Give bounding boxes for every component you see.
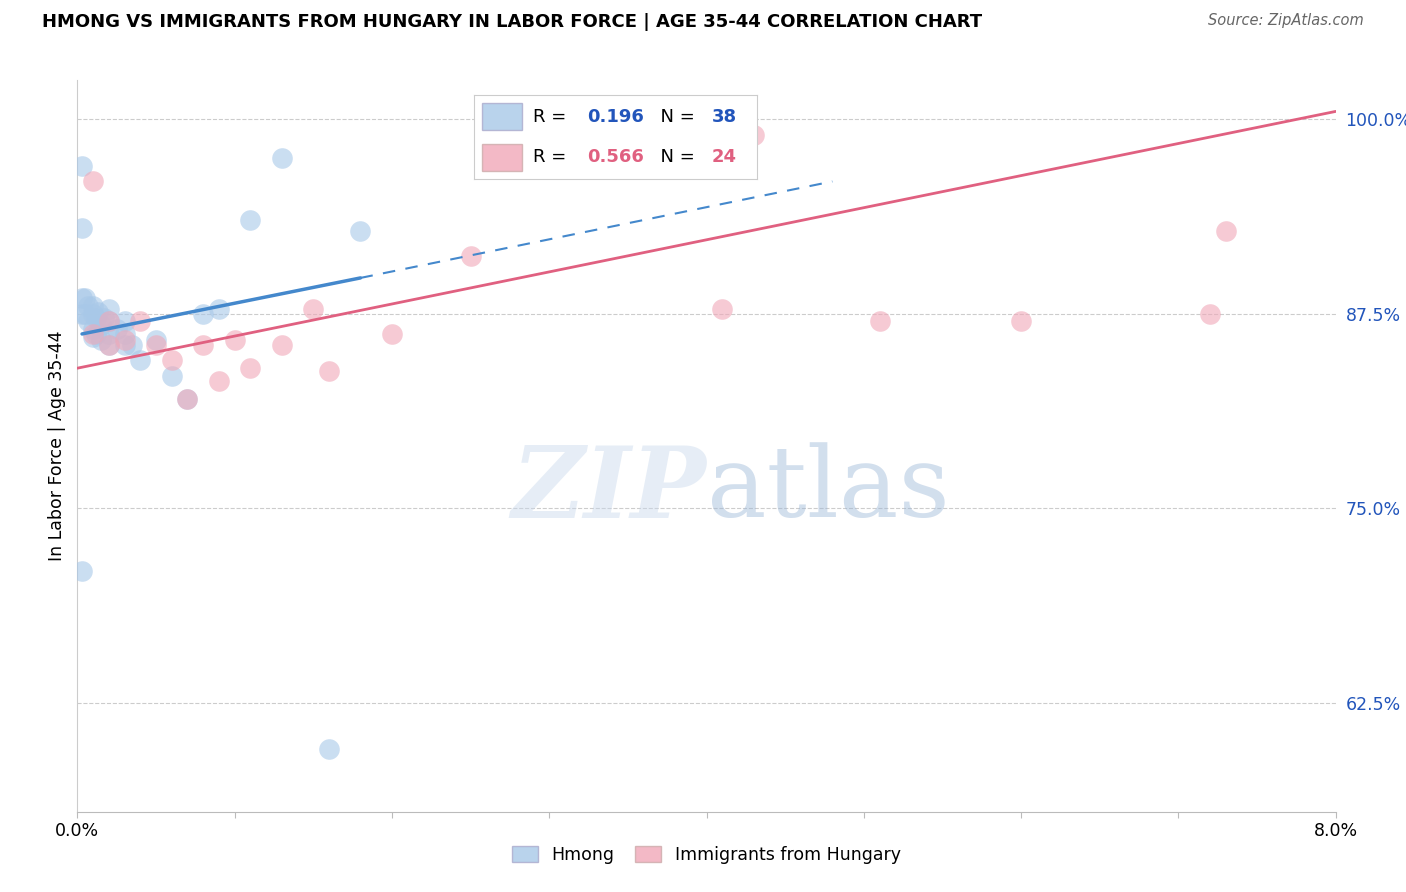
Point xyxy=(70,221,93,235)
Point xyxy=(191,307,215,321)
Point xyxy=(105,322,128,336)
Text: ZIP: ZIP xyxy=(512,442,707,538)
Point xyxy=(87,305,110,319)
Point xyxy=(121,338,143,352)
Text: HMONG VS IMMIGRANTS FROM HUNGARY IN LABOR FORCE | AGE 35-44 CORRELATION CHART: HMONG VS IMMIGRANTS FROM HUNGARY IN LABO… xyxy=(42,13,983,31)
Point xyxy=(70,307,93,321)
Point xyxy=(93,311,115,326)
Point xyxy=(82,322,104,336)
Point xyxy=(97,301,120,316)
Point xyxy=(208,301,231,316)
Point xyxy=(239,213,262,227)
Point xyxy=(176,392,198,407)
Point xyxy=(1215,224,1237,238)
Point xyxy=(129,314,152,328)
Point xyxy=(82,174,104,188)
Point xyxy=(77,299,100,313)
Point xyxy=(302,301,325,316)
Point xyxy=(77,314,100,328)
Point xyxy=(84,326,107,341)
Point xyxy=(176,392,198,407)
Point xyxy=(191,338,215,352)
Point xyxy=(1198,307,1220,321)
Point xyxy=(97,338,120,352)
Point xyxy=(318,742,340,756)
Point xyxy=(97,314,120,328)
Point xyxy=(114,314,136,328)
Text: atlas: atlas xyxy=(707,442,949,538)
Point xyxy=(82,326,104,341)
Point xyxy=(75,307,97,321)
Y-axis label: In Labor Force | Age 35-44: In Labor Force | Age 35-44 xyxy=(48,331,66,561)
Point xyxy=(82,330,104,344)
Point xyxy=(114,326,136,341)
Point xyxy=(318,364,340,378)
Point xyxy=(869,314,891,328)
Point xyxy=(97,338,120,352)
Point xyxy=(145,338,167,352)
Point xyxy=(208,374,231,388)
Text: Source: ZipAtlas.com: Source: ZipAtlas.com xyxy=(1208,13,1364,29)
Point xyxy=(114,338,136,352)
Point xyxy=(460,249,482,263)
Point xyxy=(70,159,93,173)
Point xyxy=(349,224,371,238)
Point xyxy=(239,361,262,376)
Point xyxy=(160,353,183,368)
Point xyxy=(224,333,246,347)
Point xyxy=(90,333,112,347)
Point xyxy=(114,333,136,347)
Point xyxy=(270,151,292,165)
Point xyxy=(97,314,120,328)
Point xyxy=(84,311,107,326)
Point xyxy=(742,128,765,142)
Point xyxy=(82,299,104,313)
Point xyxy=(381,326,404,341)
Point xyxy=(145,333,167,347)
Point xyxy=(70,564,93,578)
Point xyxy=(270,338,292,352)
Point xyxy=(97,326,120,341)
Point xyxy=(711,301,734,316)
Point xyxy=(1010,314,1032,328)
Point xyxy=(75,291,97,305)
Point xyxy=(160,368,183,383)
Point xyxy=(70,291,93,305)
Point xyxy=(82,307,104,321)
Point xyxy=(129,353,152,368)
Legend: Hmong, Immigrants from Hungary: Hmong, Immigrants from Hungary xyxy=(503,838,910,872)
Point xyxy=(90,318,112,332)
